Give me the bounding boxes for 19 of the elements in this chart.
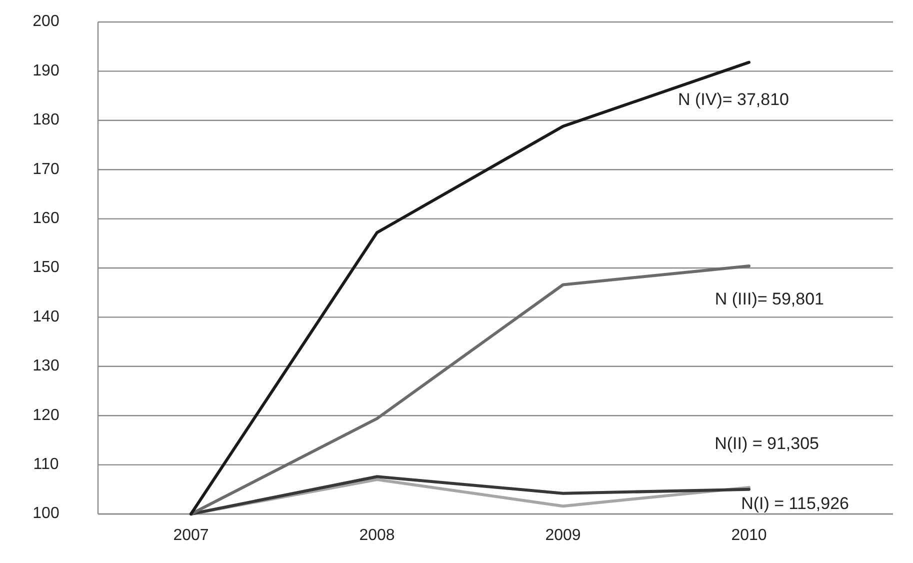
series-label: N(I) = 115,926 <box>741 494 849 513</box>
x-tick-label: 2008 <box>359 527 395 544</box>
series-label: N (IV)= 37,810 <box>678 90 789 109</box>
y-tick-label: 200 <box>32 13 60 30</box>
y-tick-label: 160 <box>32 210 60 228</box>
y-tick-label: 190 <box>32 62 60 80</box>
text: N(II) = 91,305 <box>714 434 819 453</box>
y-tick-label: 130 <box>32 358 60 375</box>
series-label: N (III)= 59,801 <box>714 290 824 309</box>
y-tick-label: 150 <box>32 259 60 276</box>
y-tick-label: 100 <box>32 505 60 522</box>
y-tick-label: 110 <box>33 456 59 474</box>
x-tick-label: 2009 <box>545 527 581 544</box>
x-tick-label: 2007 <box>173 527 209 544</box>
y-tick-label: 120 <box>32 406 60 424</box>
y-tick-label: 140 <box>32 308 60 326</box>
y-tick-label: 170 <box>32 160 60 178</box>
x-tick-label: 2010 <box>731 527 767 544</box>
y-tick-label: 180 <box>32 112 60 129</box>
